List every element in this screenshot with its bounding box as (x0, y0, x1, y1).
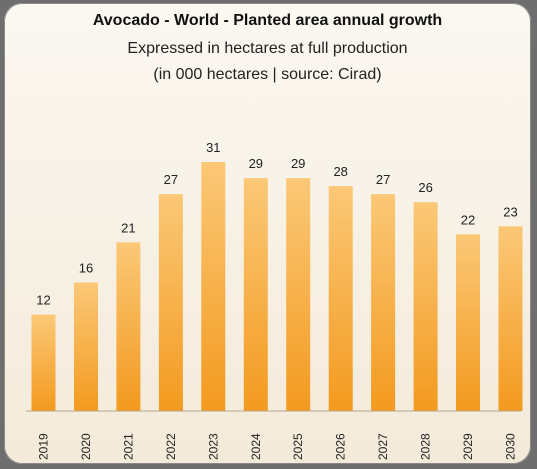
chart-subtitle-line-1: Expressed in hectares at full production (127, 40, 408, 57)
data-label-2022: 27 (164, 172, 178, 187)
data-label-2024: 29 (249, 156, 263, 171)
data-label-2026: 28 (333, 164, 347, 179)
x-tick-2029: 2029 (461, 433, 475, 460)
data-label-2020: 16 (79, 261, 93, 276)
data-label-2030: 23 (503, 204, 517, 219)
data-label-2029: 22 (461, 212, 475, 227)
bar-2020 (74, 282, 98, 411)
x-tick-2019: 2019 (37, 433, 51, 460)
bar-2030 (498, 226, 523, 411)
data-label-2019: 12 (36, 293, 50, 308)
bar-2019 (31, 314, 56, 411)
data-label-2025: 29 (291, 156, 305, 171)
bar-2026 (328, 186, 353, 411)
x-tick-2027: 2027 (376, 433, 390, 460)
bar-2027 (371, 194, 396, 411)
chart-subtitle-line-2: (in 000 hectares | source: Cirad) (153, 66, 382, 83)
data-label-2023: 31 (206, 140, 220, 155)
bar-2024 (243, 178, 268, 411)
data-label-2027: 27 (376, 172, 390, 187)
bar-2029 (456, 234, 480, 411)
bar-2028 (413, 202, 438, 411)
chart-title: Avocado - World - Planted area annual gr… (92, 12, 443, 29)
x-tick-2024: 2024 (249, 433, 263, 460)
data-label-2028: 26 (418, 180, 432, 195)
x-tick-2021: 2021 (121, 433, 135, 460)
bar-2023 (201, 162, 226, 411)
x-tick-2030: 2030 (504, 433, 518, 460)
x-tick-2022: 2022 (164, 433, 178, 460)
bar-2021 (116, 242, 141, 411)
x-tick-2025: 2025 (291, 433, 305, 460)
x-tick-2023: 2023 (206, 433, 220, 460)
bar-2025 (286, 178, 311, 411)
bar-2022 (158, 194, 183, 411)
x-tick-2028: 2028 (419, 433, 433, 460)
x-tick-2020: 2020 (79, 433, 93, 460)
x-tick-2026: 2026 (334, 433, 348, 460)
data-label-2021: 21 (121, 220, 135, 235)
